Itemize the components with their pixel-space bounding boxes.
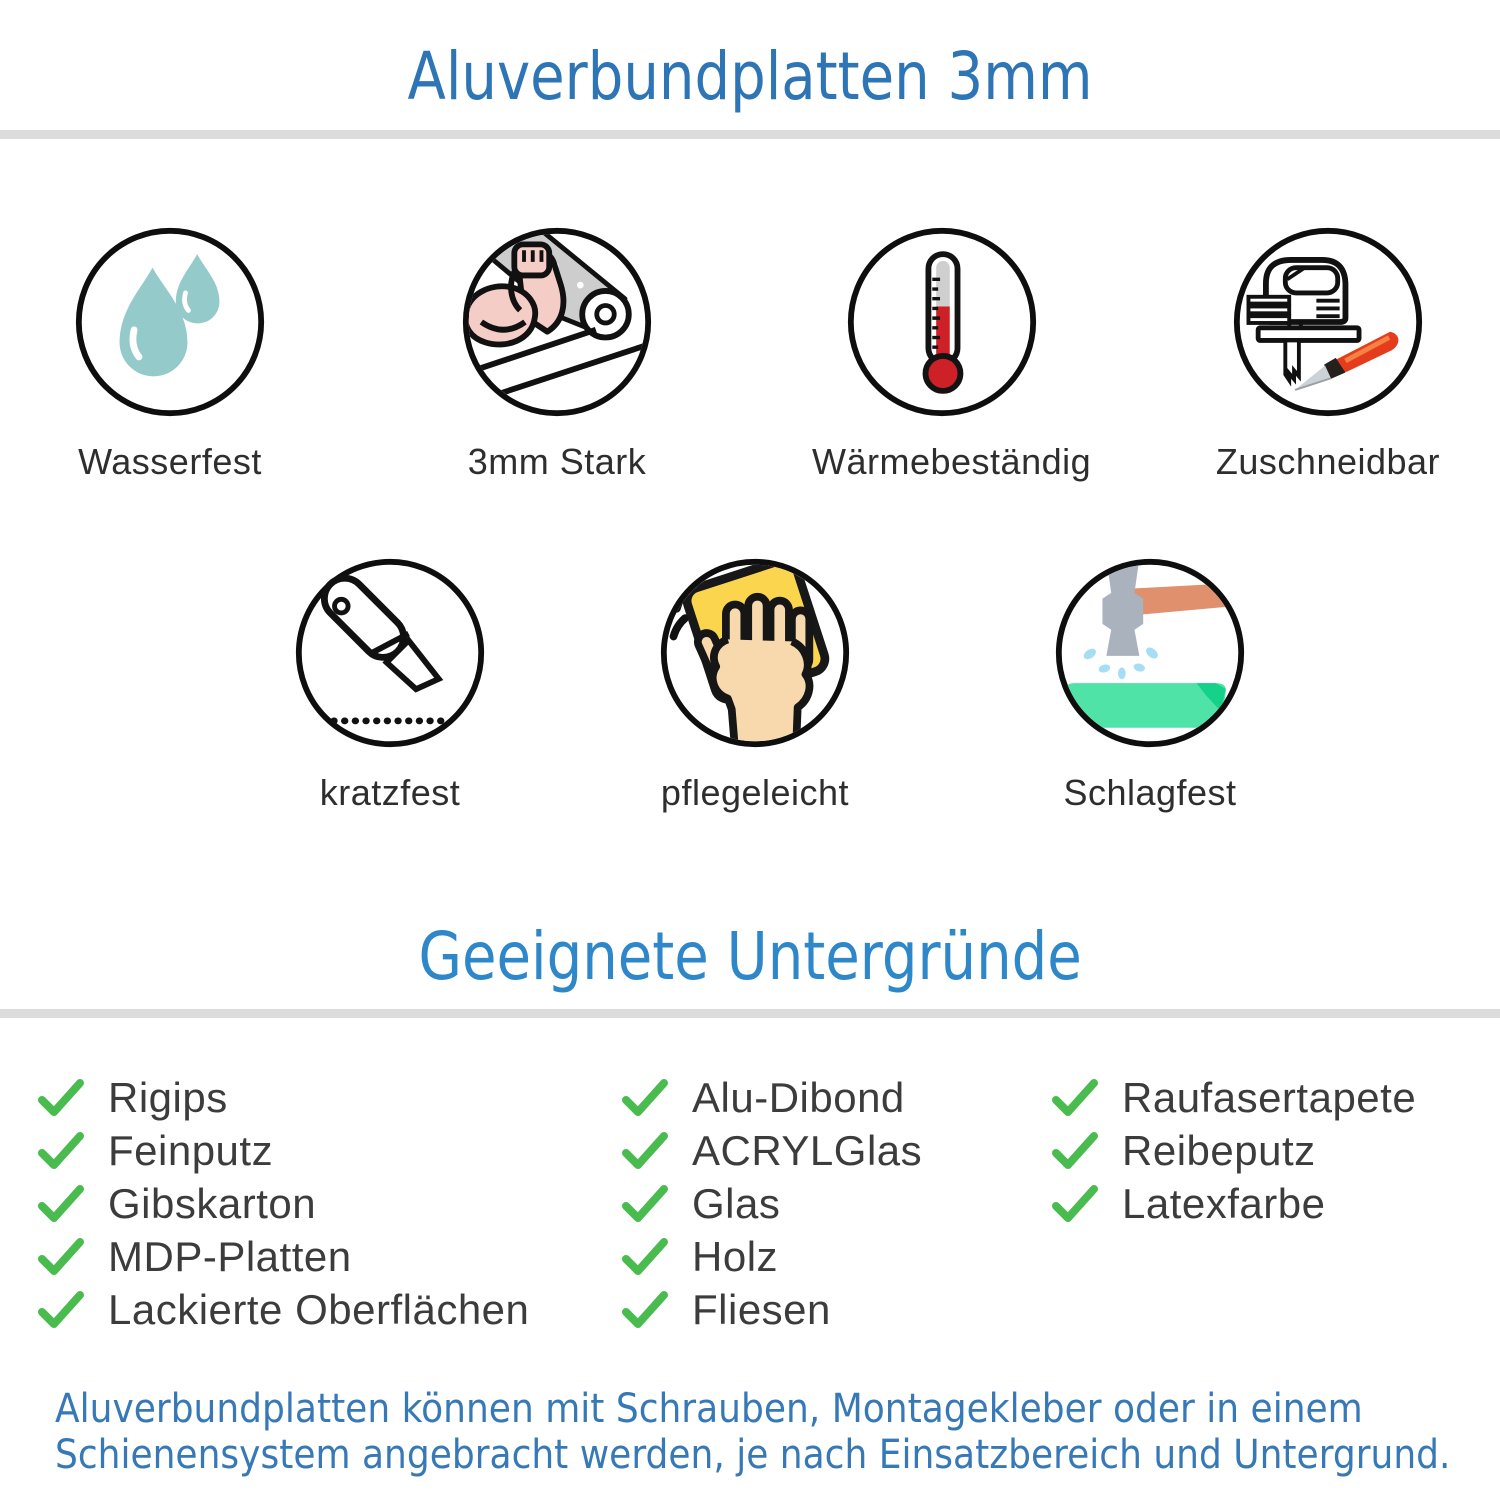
checkmark-icon (622, 1184, 668, 1222)
mounting-note-line1: Aluverbundplatten können mit Schrauben, … (55, 1386, 1363, 1432)
substrate-label: Feinputz (108, 1126, 274, 1174)
divider-top (0, 130, 1500, 139)
substrate-label: Gibskarton (108, 1179, 317, 1227)
feature-kratzfest: kratzfest (260, 556, 520, 814)
substrate-label: Fliesen (692, 1285, 831, 1333)
feature-label: kratzfest (319, 772, 461, 813)
utility-knife-icon (295, 558, 485, 748)
substrate-label: Reibeputz (1122, 1126, 1316, 1174)
checkmark-icon (1052, 1078, 1098, 1116)
feature-schlagfest: Schlagfest (1020, 556, 1280, 814)
checkmark-icon (38, 1078, 84, 1116)
substrate-item: Fliesen (622, 1283, 922, 1336)
substrate-column-2: Alu-Dibond ACRYLGlas Glas Holz Fliesen (622, 1071, 922, 1336)
water-drops-icon (75, 227, 265, 417)
substrate-item: Raufasertapete (1052, 1071, 1416, 1124)
feature-label: pflegeleicht (660, 772, 850, 813)
checkmark-icon (38, 1131, 84, 1169)
feature-zuschneidbar: Zuschneidbar (1198, 225, 1458, 483)
substrate-label: Alu-Dibond (692, 1073, 905, 1121)
feature-label: Wärmebeständig (812, 441, 1092, 482)
substrate-label: Holz (692, 1232, 779, 1280)
substrate-item: Rigips (38, 1071, 529, 1124)
feature-label: Wasserfest (78, 441, 262, 482)
substrate-item: Lackierte Oberflächen (38, 1283, 529, 1336)
substrate-label: Rigips (108, 1073, 228, 1121)
substrate-item: Feinputz (38, 1124, 529, 1177)
page-title: Aluverbundplatten 3mm (407, 38, 1093, 115)
checkmark-icon (622, 1078, 668, 1116)
checkmark-icon (38, 1184, 84, 1222)
checkmark-icon (622, 1131, 668, 1169)
checkmark-icon (1052, 1131, 1098, 1169)
muscle-arm-icon (462, 227, 652, 417)
thermometer-icon (847, 227, 1037, 417)
substrate-item: Holz (622, 1230, 922, 1283)
feature-wasserfest: Wasserfest (40, 225, 300, 483)
cleaning-hand-icon (660, 558, 850, 748)
checkmark-icon (38, 1237, 84, 1275)
substrate-item: Alu-Dibond (622, 1071, 922, 1124)
checkmark-icon (622, 1237, 668, 1275)
jigsaw-icon (1233, 227, 1423, 417)
substrate-item: ACRYLGlas (622, 1124, 922, 1177)
substrate-label: Glas (692, 1179, 781, 1227)
substrate-item: Latexfarbe (1052, 1177, 1416, 1230)
checkmark-icon (622, 1290, 668, 1328)
checkmark-icon (38, 1290, 84, 1328)
divider-middle (0, 1009, 1500, 1018)
feature-label: Zuschneidbar (1215, 441, 1441, 482)
substrate-label: MDP-Platten (108, 1232, 352, 1280)
mounting-note: Aluverbundplatten können mit Schrauben, … (55, 1386, 1500, 1478)
substrate-item: MDP-Platten (38, 1230, 529, 1283)
feature-label: Schlagfest (1063, 772, 1237, 813)
checkmark-icon (1052, 1184, 1098, 1222)
section-title-untergruende: Geeignete Untergründe (418, 918, 1082, 995)
feature-waermebestaendig: Wärmebeständig (812, 225, 1092, 483)
substrate-item: Gibskarton (38, 1177, 529, 1230)
substrate-column-1: Rigips Feinputz Gibskarton MDP-Platten L… (38, 1071, 529, 1336)
substrate-label: Raufasertapete (1122, 1073, 1417, 1121)
substrate-label: Latexfarbe (1122, 1179, 1326, 1227)
substrate-item: Glas (622, 1177, 922, 1230)
substrate-item: Reibeputz (1052, 1124, 1416, 1177)
substrate-column-3: Raufasertapete Reibeputz Latexfarbe (1052, 1071, 1416, 1230)
substrate-label: ACRYLGlas (692, 1126, 923, 1174)
feature-pflegeleicht: pflegeleicht (625, 556, 885, 814)
mounting-note-line2: Schienensystem angebracht werden, je nac… (55, 1432, 1451, 1478)
feature-label: 3mm Stark (467, 441, 647, 482)
hammer-icon (1055, 558, 1245, 748)
substrate-label: Lackierte Oberflächen (108, 1285, 530, 1333)
feature-3mm-stark: 3mm Stark (427, 225, 687, 483)
